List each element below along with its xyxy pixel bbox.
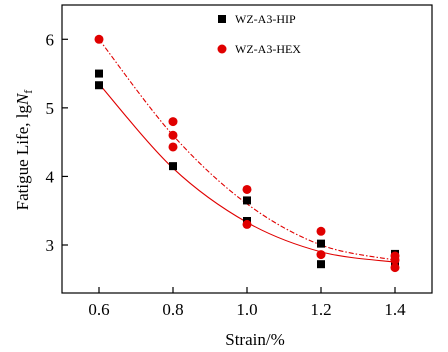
data-point-hip: [169, 162, 177, 171]
x-tick-label: 1.2: [310, 300, 331, 319]
data-points: [94, 34, 400, 273]
data-point-hex: [168, 130, 178, 140]
data-point-hex: [168, 117, 178, 127]
x-tick-label: 0.6: [88, 300, 109, 319]
data-point-hip: [95, 69, 103, 78]
data-point-hex: [242, 219, 252, 229]
data-point-hex: [316, 226, 326, 236]
x-tick-label: 1.0: [236, 300, 257, 319]
x-tick-label: 0.8: [162, 300, 183, 319]
y-tick-label: 5: [46, 99, 55, 118]
fit-line-hex: [98, 38, 396, 261]
y-tick-label: 3: [46, 236, 55, 255]
x-axis-title: Strain/%: [225, 330, 285, 349]
y-axis-title: Fatigue Life, lgNf: [13, 90, 35, 211]
x-axis-ticks: 0.6 0.8 1.0 1.2 1.4: [88, 287, 406, 319]
y-tick-label: 6: [46, 30, 55, 49]
x-tick-label: 1.4: [384, 300, 406, 319]
legend-entry-hip: WZ-A3-HIP: [235, 12, 296, 26]
data-point-hex: [316, 250, 326, 260]
legend-marker-circle: [217, 44, 227, 54]
legend-entry-hex: WZ-A3-HEX: [235, 42, 301, 56]
data-point-hip: [317, 239, 325, 248]
data-point-hip: [317, 260, 325, 269]
y-axis-ticks: 3 4 5 6: [46, 30, 68, 255]
data-point-hex: [390, 255, 400, 265]
legend: WZ-A3-HIP WZ-A3-HEX: [217, 12, 301, 56]
data-point-hex: [94, 34, 104, 44]
data-point-hex: [168, 142, 178, 152]
legend-marker-square: [218, 15, 226, 23]
fit-line-hip: [98, 83, 396, 263]
data-point-hex: [390, 263, 400, 273]
data-point-hex: [242, 184, 252, 194]
data-point-hip: [95, 81, 103, 90]
y-tick-label: 4: [46, 167, 55, 186]
data-point-hip: [243, 196, 251, 205]
